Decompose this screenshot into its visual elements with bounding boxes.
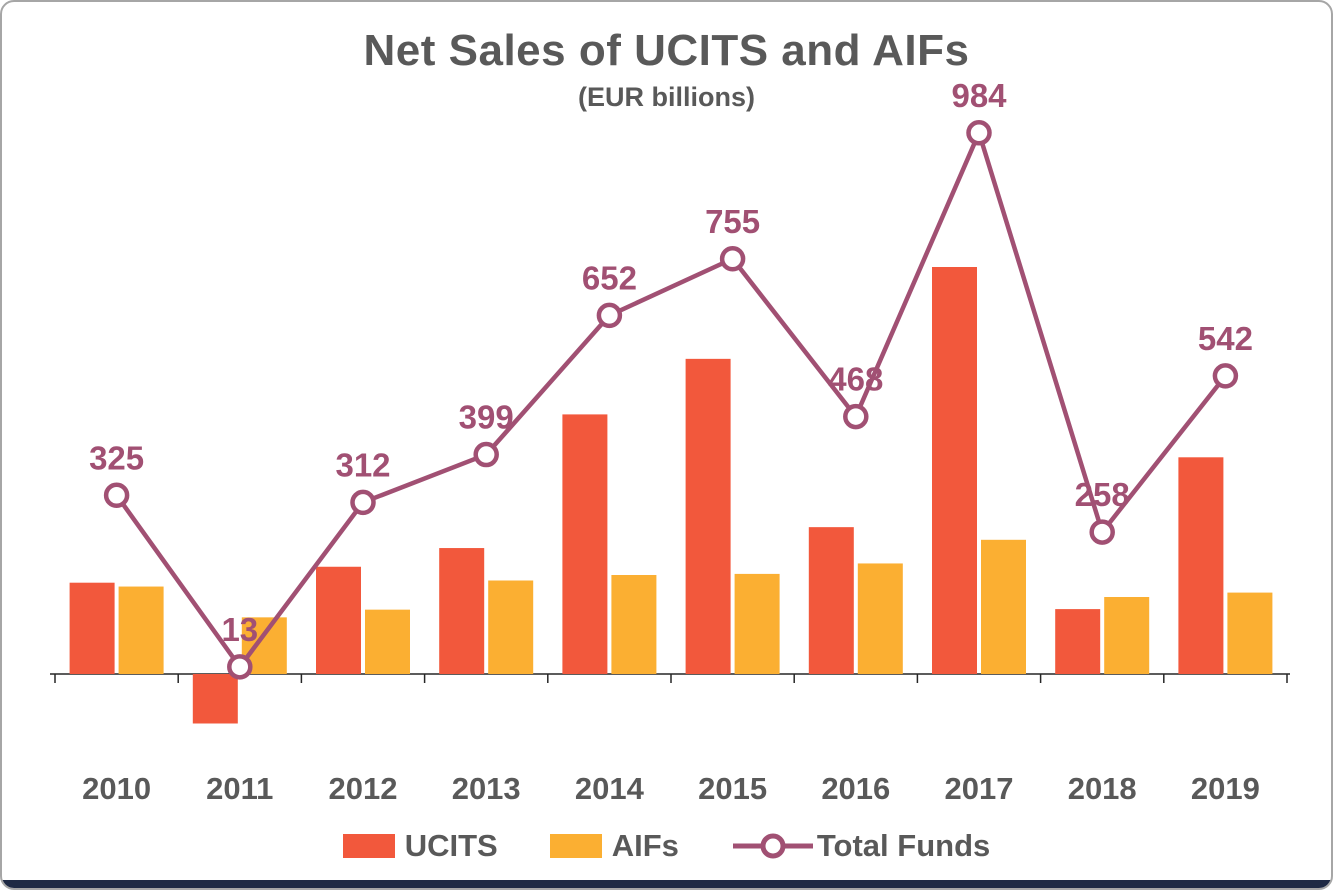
bar-aifs-2019 — [1227, 592, 1273, 674]
year-label-2017: 2017 — [945, 771, 1014, 806]
data-label-total-funds-2014: 652 — [582, 259, 637, 296]
bar-ucits-2011 — [192, 674, 238, 724]
legend-label-aifs: AIFs — [611, 828, 679, 863]
bar-ucits-2015 — [685, 358, 731, 674]
bar-aifs-2016 — [857, 563, 903, 674]
data-label-total-funds-2012: 312 — [335, 446, 390, 483]
data-label-total-funds-2016: 468 — [828, 361, 883, 398]
year-label-2013: 2013 — [452, 771, 521, 806]
marker-total-funds-2014 — [596, 302, 623, 329]
bar-aifs-2013 — [488, 580, 534, 674]
year-label-2019: 2019 — [1191, 771, 1260, 806]
bar-ucits-2018 — [1055, 609, 1101, 674]
bar-aifs-2015 — [734, 573, 780, 674]
line-total-funds — [114, 130, 1228, 670]
bar-ucits-2014 — [562, 414, 608, 674]
chart-legend: UCITS AIFs Total Funds — [2, 828, 1331, 864]
bar-ucits-2013 — [439, 548, 485, 674]
legend-item-aifs: AIFs — [549, 828, 679, 864]
bar-ucits-2012 — [316, 566, 361, 674]
marker-total-funds-2016 — [843, 403, 869, 430]
year-label-2011: 2011 — [206, 771, 273, 806]
marker-total-funds-2011 — [227, 654, 253, 680]
year-label-2016: 2016 — [821, 771, 890, 806]
bar-aifs-2014 — [611, 575, 657, 674]
marker-total-funds-2010 — [103, 482, 130, 508]
legend-item-ucits: UCITS — [342, 828, 498, 864]
bar-aifs-2012 — [365, 609, 410, 674]
aifs-swatch-icon — [549, 834, 602, 858]
bar-aifs-2010 — [118, 586, 164, 674]
marker-total-funds-2015 — [719, 246, 746, 272]
bar-ucits-2016 — [808, 527, 854, 674]
bar-aifs-2018 — [1104, 597, 1150, 674]
marker-total-funds-2018 — [1089, 519, 1115, 545]
bar-aifs-2017 — [981, 539, 1026, 674]
total-funds-legend-marker — [760, 833, 786, 859]
data-label-total-funds-2019: 542 — [1198, 320, 1253, 357]
year-label-2014: 2014 — [575, 771, 645, 806]
data-label-total-funds-2018: 258 — [1075, 476, 1130, 513]
data-label-total-funds-2010: 325 — [89, 439, 144, 476]
marker-total-funds-2017 — [966, 120, 992, 146]
marker-total-funds-2012 — [350, 489, 376, 516]
data-label-total-funds-2017: 984 — [951, 77, 1007, 114]
ucits-swatch-icon — [342, 834, 395, 858]
legend-item-total-funds: Total Funds — [731, 828, 990, 864]
bottom-bar — [2, 880, 1331, 888]
marker-total-funds-2013 — [473, 441, 499, 468]
bar-ucits-2010 — [69, 582, 115, 674]
marker-total-funds-2019 — [1212, 363, 1239, 389]
data-label-total-funds-2011: 13 — [221, 611, 258, 648]
bar-ucits-2017 — [932, 267, 977, 674]
year-label-2015: 2015 — [698, 771, 767, 806]
legend-label-total-funds: Total Funds — [816, 828, 991, 863]
bar-ucits-2019 — [1178, 457, 1224, 674]
chart-subtitle: (EUR billions) — [578, 82, 755, 112]
chart-title: Net Sales of UCITS and AIFs — [363, 26, 970, 75]
year-label-2012: 2012 — [329, 771, 398, 806]
year-label-2010: 2010 — [82, 771, 151, 806]
data-label-total-funds-2013: 399 — [459, 399, 514, 436]
legend-label-ucits: UCITS — [404, 828, 498, 863]
data-label-total-funds-2015: 755 — [705, 203, 760, 240]
total-funds-line-marker-icon — [732, 833, 813, 859]
year-label-2018: 2018 — [1068, 771, 1137, 806]
